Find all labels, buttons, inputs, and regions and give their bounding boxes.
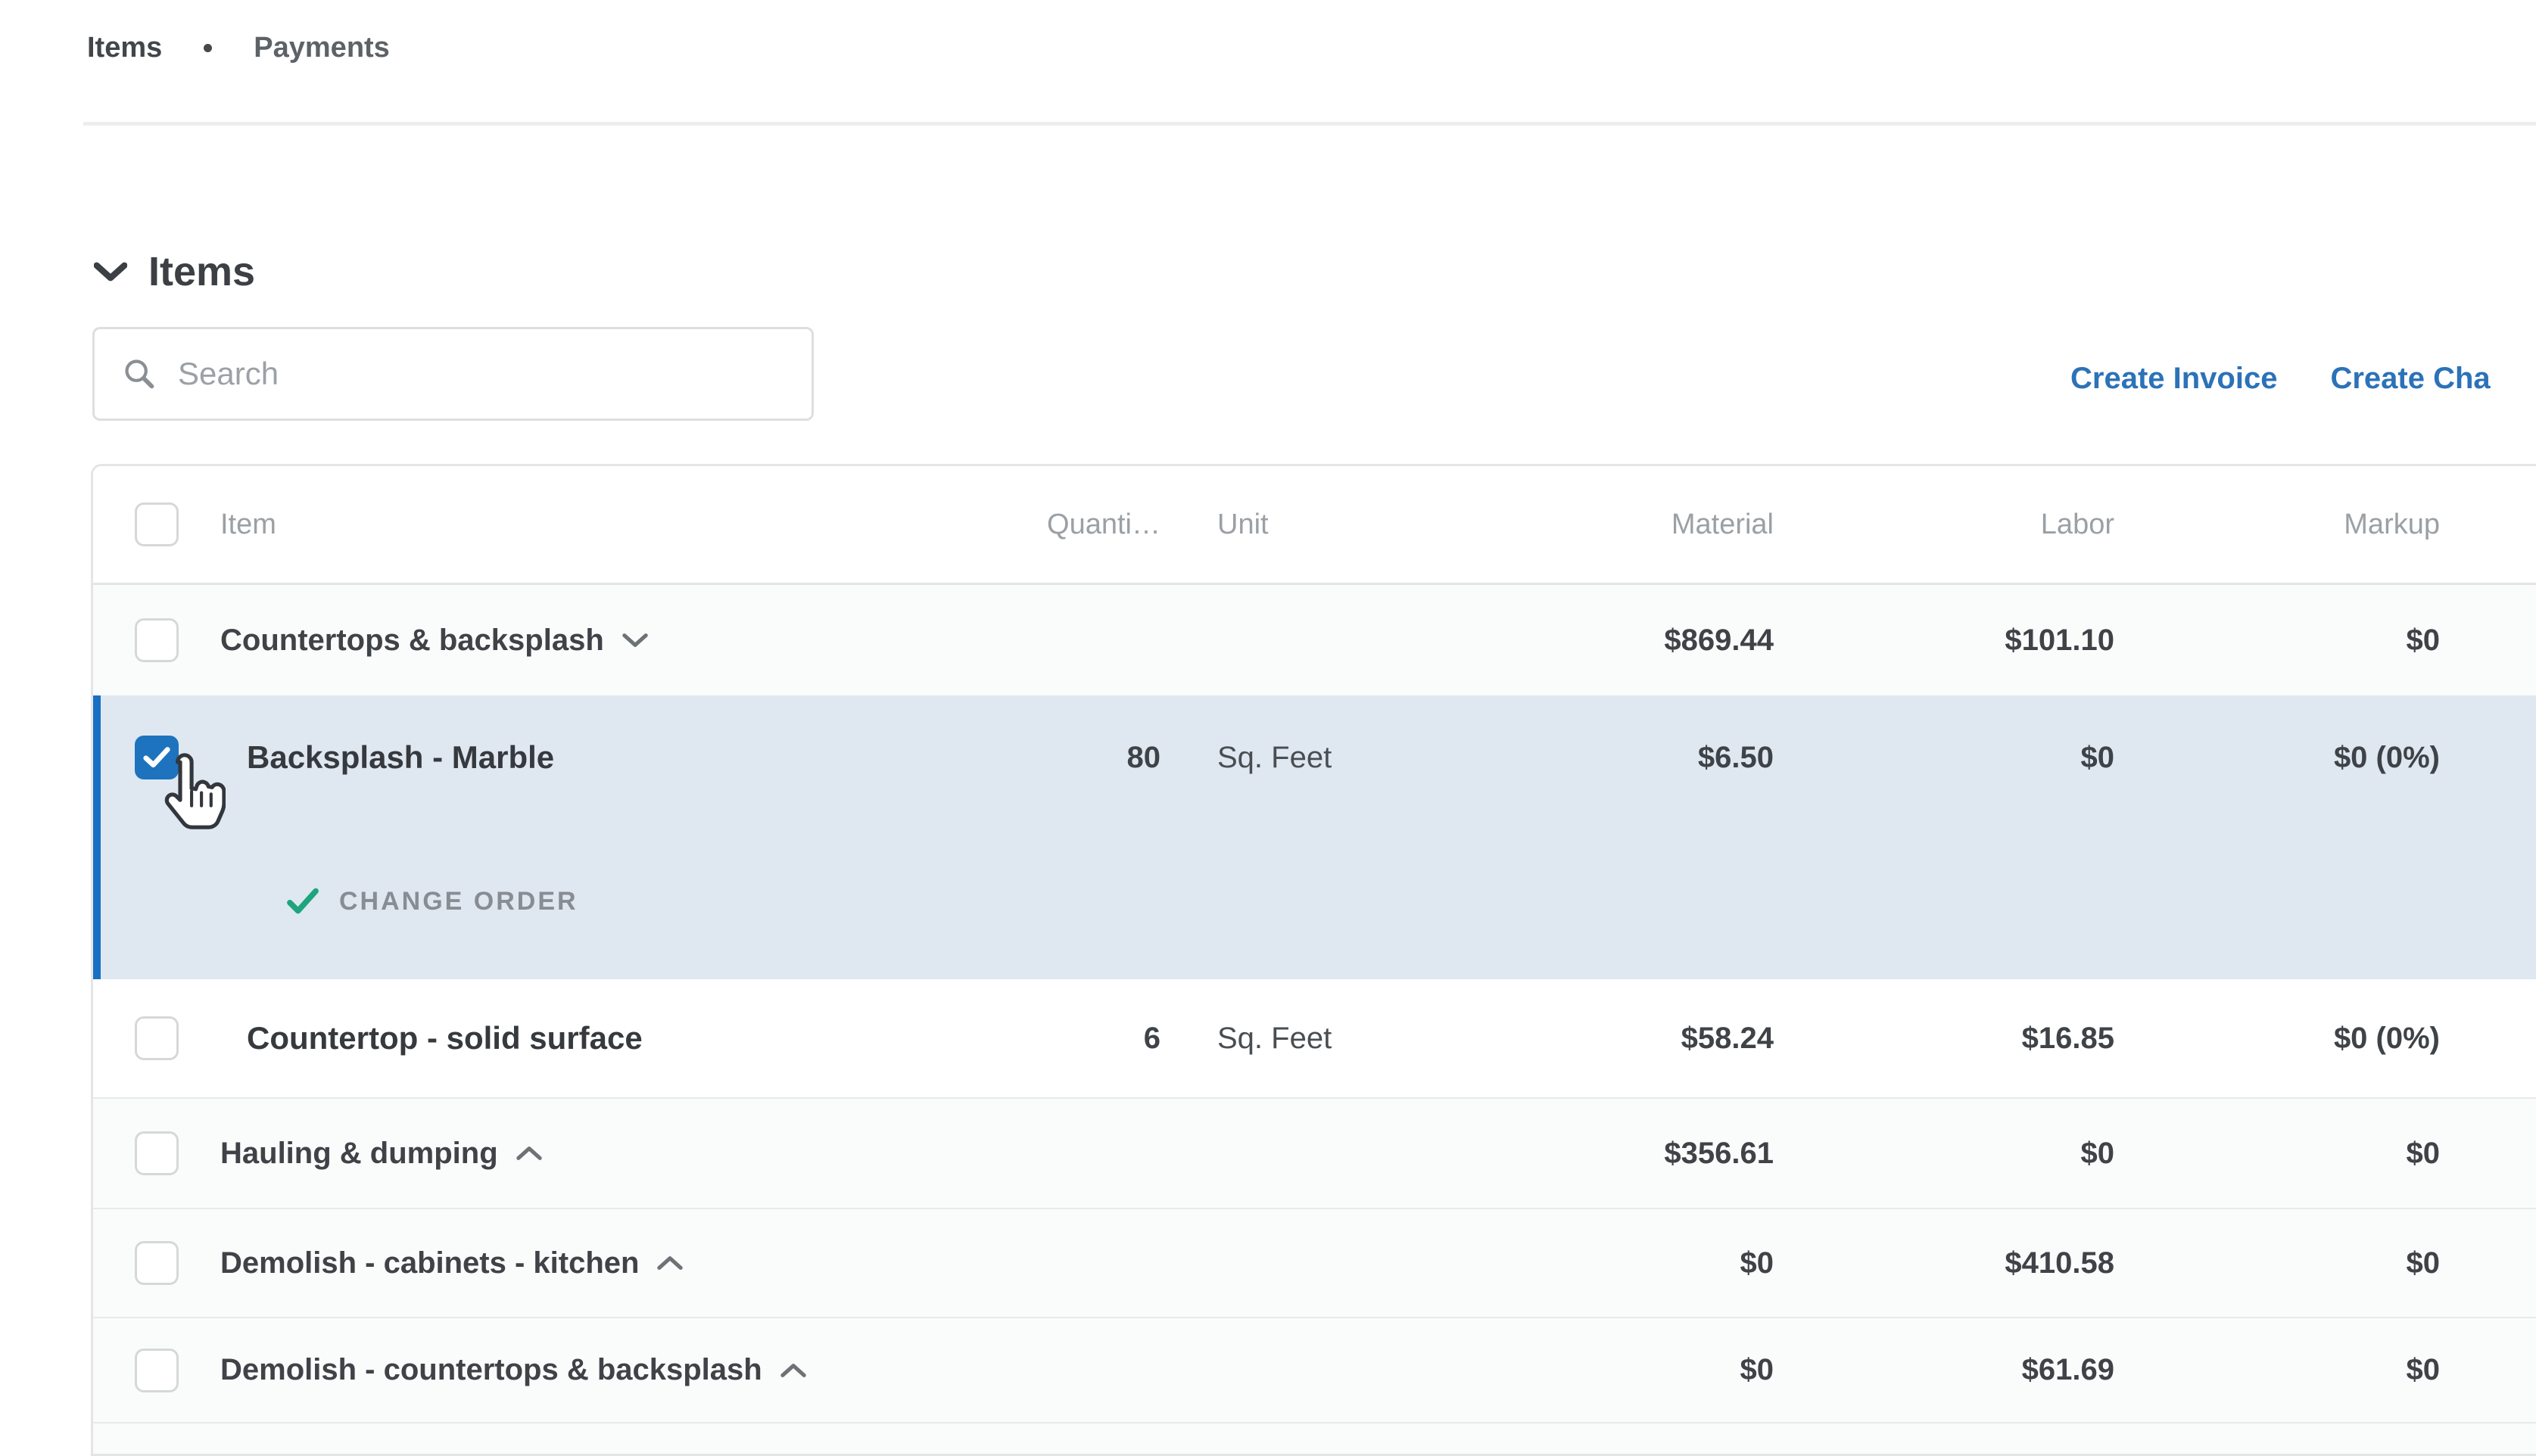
column-header-labor: Labor: [2040, 508, 2114, 540]
table-row-group[interactable]: Demolish - countertops & backsplash $0 $…: [93, 1317, 2536, 1423]
markup-value: $0: [2406, 1136, 2441, 1170]
tab-items[interactable]: Items: [87, 32, 163, 64]
labor-value: $410.58: [2005, 1246, 2114, 1280]
markup-value: $0 (0%): [2333, 740, 2440, 774]
create-change-order-link[interactable]: Create Cha: [2330, 362, 2491, 395]
material-value: $6.50: [1697, 740, 1774, 774]
row-checkbox-checked[interactable]: [135, 736, 179, 779]
material-value: $58.24: [1681, 1021, 1774, 1055]
header-divider: [83, 122, 2536, 126]
create-invoice-link[interactable]: Create Invoice: [2070, 362, 2278, 395]
checkmark-icon: [143, 747, 170, 768]
tab-payments[interactable]: Payments: [254, 32, 390, 64]
group-name: Demolish - cabinets - kitchen: [220, 1246, 640, 1280]
quantity-value: 80: [1126, 740, 1161, 774]
chevron-down-icon[interactable]: [622, 633, 648, 648]
markup-value: $0 (0%): [2333, 1021, 2440, 1055]
breadcrumb-tabs: Items Payments: [87, 32, 390, 64]
markup-value: $0: [2406, 623, 2441, 657]
labor-value: $101.10: [2005, 623, 2114, 657]
item-name: Backsplash - Marble: [247, 739, 555, 775]
material-value: $0: [1740, 1353, 1774, 1386]
material-value: $869.44: [1664, 623, 1774, 657]
unit-value: Sq. Feet: [1217, 1021, 1332, 1055]
row-checkbox[interactable]: [135, 1241, 179, 1285]
markup-value: $0: [2406, 1246, 2441, 1280]
items-section-header[interactable]: Items: [94, 248, 255, 295]
search-input[interactable]: [176, 355, 784, 393]
search-icon: [125, 359, 154, 389]
table-row-group[interactable]: Demolish - cabinets - kitchen $0 $410.58…: [93, 1208, 2536, 1317]
material-value: $0: [1740, 1246, 1774, 1280]
row-checkbox[interactable]: [135, 1348, 179, 1392]
table-row-group[interactable]: Hauling & dumping $356.61 $0 $0: [93, 1097, 2536, 1208]
unit-value: Sq. Feet: [1217, 740, 1332, 774]
group-name: Countertops & backsplash: [220, 623, 604, 657]
items-payments-page: { "header": { "tabs": [ { "label": "Item…: [83, 32, 2536, 1456]
items-table: Item Quanti… Unit Material Labor Markup …: [91, 464, 2536, 1456]
table-row-group[interactable]: Countertops & backsplash $869.44 $101.10…: [93, 585, 2536, 695]
row-checkbox[interactable]: [135, 618, 179, 662]
tab-separator-dot: [204, 44, 213, 52]
column-header-item: Item: [220, 508, 276, 540]
chevron-up-icon[interactable]: [516, 1146, 542, 1161]
action-links: Create Invoice Create Cha: [2070, 362, 2491, 396]
column-header-markup: Markup: [2344, 508, 2440, 540]
change-order-label: CHANGE ORDER: [339, 886, 578, 916]
labor-value: $0: [2080, 740, 2115, 774]
row-checkbox[interactable]: [135, 1131, 179, 1175]
column-header-quantity: Quanti…: [1047, 508, 1161, 540]
table-row-item[interactable]: Countertop - solid surface 6 Sq. Feet $5…: [93, 979, 2536, 1097]
select-all-checkbox[interactable]: [135, 502, 179, 546]
labor-value: $16.85: [2021, 1021, 2114, 1055]
group-name: Demolish - countertops & backsplash: [220, 1353, 762, 1386]
green-checkmark-icon: [287, 888, 319, 914]
table-header-row: Item Quanti… Unit Material Labor Markup: [93, 466, 2536, 585]
change-order-badge: CHANGE ORDER: [286, 884, 2536, 919]
labor-value: $61.69: [2021, 1353, 2114, 1386]
group-name: Hauling & dumping: [220, 1136, 498, 1170]
item-name: Countertop - solid surface: [247, 1020, 643, 1056]
section-title-label: Items: [148, 249, 256, 294]
chevron-down-icon: [94, 262, 127, 282]
quantity-value: 6: [1143, 1021, 1161, 1055]
next-row-partial: [93, 1423, 2536, 1454]
chevron-up-icon[interactable]: [780, 1363, 806, 1378]
column-header-material: Material: [1671, 508, 1774, 540]
markup-value: $0: [2406, 1353, 2441, 1386]
table-row-selected[interactable]: Backsplash - Marble 80 Sq. Feet $6.50 $0…: [93, 695, 2536, 979]
material-value: $356.61: [1664, 1136, 1774, 1170]
column-header-unit: Unit: [1217, 508, 1269, 540]
row-checkbox[interactable]: [135, 1016, 179, 1060]
search-box[interactable]: [92, 327, 814, 421]
labor-value: $0: [2080, 1136, 2115, 1170]
chevron-up-icon[interactable]: [657, 1255, 684, 1271]
